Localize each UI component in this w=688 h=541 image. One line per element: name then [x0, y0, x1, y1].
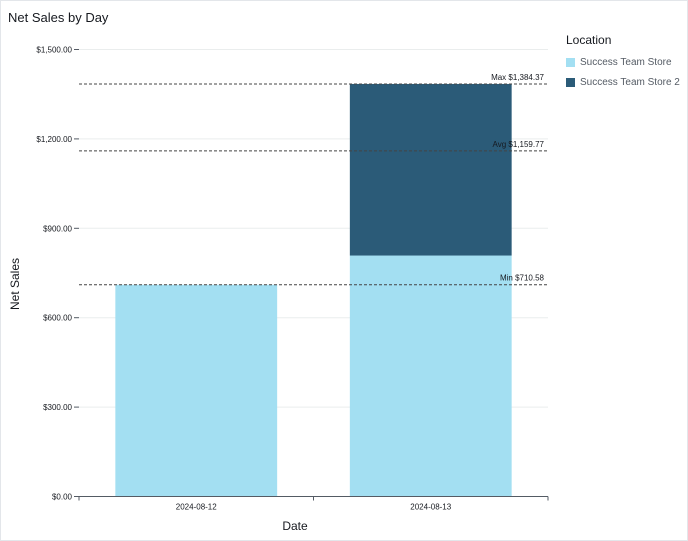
x-tick-label: 2024-08-12 [176, 503, 217, 512]
bar-segment [349, 83, 512, 256]
legend-title: Location [566, 33, 612, 47]
y-tick-label: $1,500.00 [36, 46, 72, 55]
bar-segment [349, 255, 512, 497]
legend-item[interactable]: Success Team Store [566, 57, 680, 68]
bars [115, 83, 512, 497]
legend-swatch [566, 78, 575, 87]
y-axis-label: Net Sales [8, 258, 22, 310]
legend-swatch [566, 58, 575, 67]
reference-line-label: Avg $1,159.77 [493, 140, 545, 149]
axes: $0.00 $300.00 $600.00 $900.00 $1,200.00 $1,50… [36, 46, 549, 512]
x-tick-label: 2024-08-13 [410, 503, 451, 512]
y-tick-label: $0.00 [52, 493, 73, 502]
legend-label: Success Team Store [580, 57, 672, 68]
reference-line-label: Max $1,384.37 [491, 73, 544, 82]
reference-lines: Max $1,384.37 Avg $1,159.77 Min $710.58 [79, 73, 548, 286]
reference-line-label: Min $710.58 [500, 274, 545, 283]
y-tick-label: $900.00 [43, 224, 72, 233]
y-tick-label: $600.00 [43, 314, 72, 323]
y-tick-label: $300.00 [43, 403, 72, 412]
legend-label: Success Team Store 2 [580, 77, 680, 88]
y-tick-label: $1,200.00 [36, 135, 72, 144]
chart-title: Net Sales by Day [8, 10, 109, 25]
legend: Location Success Team Store Success Team … [566, 33, 680, 97]
bar-segment [115, 284, 278, 497]
legend-item[interactable]: Success Team Store 2 [566, 77, 680, 88]
x-axis-label: Date [282, 519, 308, 533]
